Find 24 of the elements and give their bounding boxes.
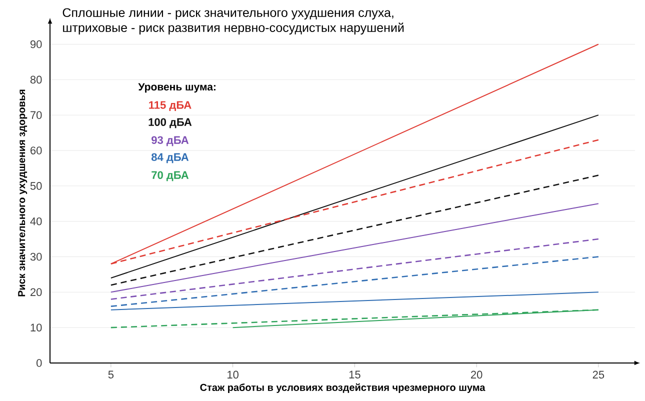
x-axis-title: Стаж работы в условиях воздействия чрезмерного шума [200, 383, 486, 393]
x-tick-label: 10 [228, 370, 238, 379]
text: 70 дБА [152, 171, 189, 182]
y-tick-label: 90 [30, 40, 42, 48]
text: 93 дБА [152, 136, 189, 146]
y-tick-label: 50 [30, 182, 42, 190]
y-tick-label: 20 [30, 288, 42, 296]
y-tick-label: 10 [30, 324, 42, 332]
y-tick-label: 0 [36, 359, 42, 367]
text: 115 дБА [149, 101, 192, 111]
text: 84 дБА [152, 153, 189, 164]
x-tick-label: 20 [470, 370, 482, 379]
y-tick-label: 70 [30, 111, 42, 119]
x-tick-label: 15 [349, 370, 360, 378]
x-tick-label: 25 [592, 370, 604, 379]
y-tick-label: 60 [30, 146, 42, 154]
x-tick-label: 5 [108, 370, 114, 378]
y-tick-label: 40 [30, 217, 42, 226]
text: 100 дБА [148, 118, 192, 128]
y-tick-label: 30 [30, 252, 42, 261]
y-axis-title: Риск значительного ухудшения здоровья [18, 90, 28, 296]
legend-title: Уровень шума: [138, 83, 216, 93]
y-tick-label: 80 [30, 76, 42, 84]
chart-title: Сплошные линии - риск значительного ухудшения слуха, штриховые - риск развития нервно-сосудистых нарушений [62, 8, 404, 35]
